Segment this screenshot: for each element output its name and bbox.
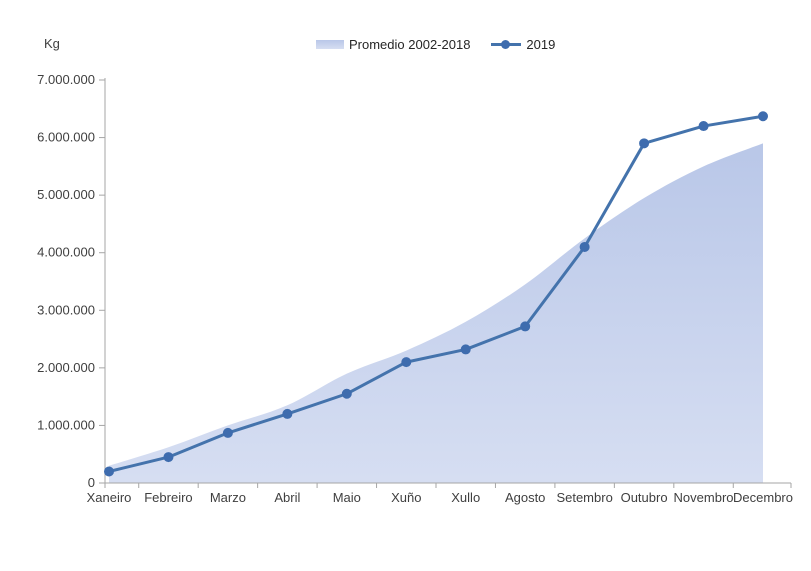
legend-label-2019: 2019 bbox=[526, 37, 556, 52]
data-point-marker bbox=[460, 344, 471, 355]
line-series-swatch-icon bbox=[491, 40, 522, 49]
data-point-marker bbox=[639, 138, 650, 149]
legend-item-2019: 2019 bbox=[491, 37, 555, 52]
y-axis-unit-label: Kg bbox=[44, 36, 60, 51]
data-point-marker bbox=[579, 241, 590, 252]
y-tick-label: 0 bbox=[88, 475, 95, 490]
line-marker-swatch-icon bbox=[501, 40, 511, 49]
x-category-label: Xullo bbox=[451, 490, 480, 505]
data-point-marker bbox=[341, 388, 352, 399]
y-tick-label: 6.000.000 bbox=[37, 130, 95, 145]
data-point-marker bbox=[222, 427, 233, 438]
x-category-label: Xaneiro bbox=[87, 490, 132, 505]
x-category-label: Xuño bbox=[391, 490, 421, 505]
x-category-label: Outubro bbox=[621, 490, 668, 505]
data-point-marker bbox=[104, 466, 114, 477]
data-point-marker bbox=[758, 111, 768, 122]
y-tick-label: 3.000.000 bbox=[37, 302, 95, 317]
y-tick-label: 5.000.000 bbox=[37, 187, 95, 202]
x-category-label: Marzo bbox=[210, 490, 246, 505]
y-tick-label: 1.000.000 bbox=[37, 417, 95, 432]
y-tick-label: 7.000.000 bbox=[37, 72, 95, 87]
y-tick-label: 4.000.000 bbox=[37, 245, 95, 260]
data-point-marker bbox=[282, 408, 293, 419]
area-series-swatch-icon bbox=[316, 40, 344, 49]
area-series bbox=[109, 143, 763, 484]
data-point-marker bbox=[698, 121, 709, 132]
x-category-label: Febreiro bbox=[144, 490, 192, 505]
x-category-label: Maio bbox=[333, 490, 361, 505]
legend-item-promedio: Promedio 2002-2018 bbox=[316, 37, 470, 52]
x-category-label: Abril bbox=[274, 490, 300, 505]
x-category-label: Novembro bbox=[674, 490, 734, 505]
y-tick-label: 2.000.000 bbox=[37, 360, 95, 375]
legend-label-promedio: Promedio 2002-2018 bbox=[349, 37, 471, 52]
chart-legend: Promedio 2002-2018 2019 bbox=[316, 37, 555, 52]
data-point-marker bbox=[401, 357, 412, 368]
x-category-label: Agosto bbox=[505, 490, 545, 505]
data-point-marker bbox=[163, 452, 174, 463]
line-series bbox=[107, 114, 765, 473]
x-category-label: Setembro bbox=[556, 490, 612, 505]
data-point-marker bbox=[520, 321, 531, 332]
x-category-label: Decembro bbox=[733, 490, 793, 505]
